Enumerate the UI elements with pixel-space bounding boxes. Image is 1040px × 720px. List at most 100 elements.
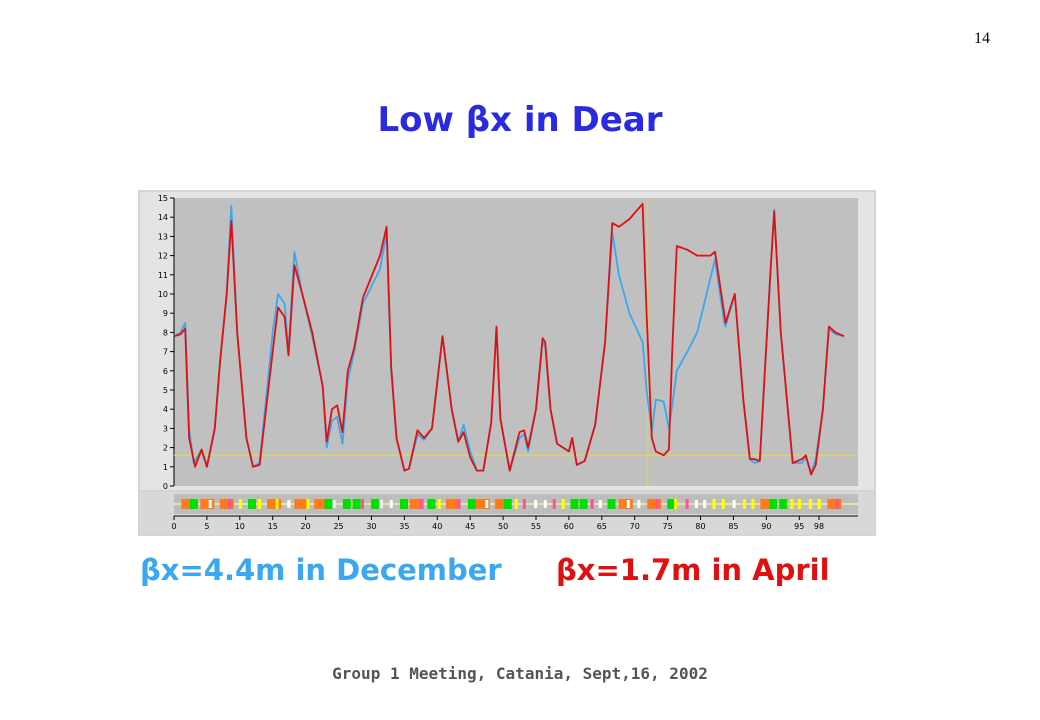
lattice-element (626, 500, 630, 508)
lattice-element (314, 499, 329, 509)
lattice-element (721, 499, 725, 509)
lattice-element (534, 500, 538, 508)
december-caption: βx=4.4m in December (140, 553, 502, 587)
lattice-element (419, 499, 423, 509)
lattice-element (543, 500, 547, 508)
lattice-element (760, 499, 775, 509)
x-tick-label: 45 (465, 522, 475, 531)
x-tick-label: 40 (432, 522, 442, 531)
lattice-element (181, 499, 196, 509)
lattice-element (590, 499, 594, 509)
lattice-element (570, 499, 579, 509)
lattice-element (342, 499, 351, 509)
lattice-element (743, 499, 747, 509)
lattice-element (607, 499, 616, 509)
y-tick-label: 8 (163, 328, 168, 337)
lattice-element (647, 499, 662, 509)
y-tick-label: 10 (158, 290, 168, 299)
y-tick-label: 2 (163, 444, 168, 453)
x-tick-label: 25 (333, 522, 343, 531)
x-tick-label: 5 (204, 522, 209, 531)
x-tick-label: 85 (728, 522, 738, 531)
lattice-element (247, 499, 256, 509)
y-tick-label: 9 (163, 309, 168, 318)
lattice-element (598, 500, 602, 508)
lattice-element (618, 499, 633, 509)
lattice-element (751, 499, 755, 509)
lattice-element (332, 500, 336, 508)
x-tick-label: 65 (597, 522, 607, 531)
x-tick-label: 20 (301, 522, 311, 531)
lattice-element (503, 499, 512, 509)
y-tick-label: 11 (158, 271, 168, 280)
x-tick-label: 55 (531, 522, 541, 531)
lattice-element (219, 499, 234, 509)
y-tick-label: 5 (163, 386, 168, 395)
x-tick-label: 95 (794, 522, 804, 531)
x-tick-label: 98 (814, 522, 824, 531)
lattice-element (475, 499, 490, 509)
lattice-element (228, 499, 232, 509)
y-tick-label: 1 (163, 463, 168, 472)
lattice-element (769, 499, 778, 509)
lattice-element (427, 499, 436, 509)
lattice-element (655, 499, 659, 509)
x-tick-label: 15 (268, 522, 278, 531)
lattice-element (446, 499, 461, 509)
y-tick-label: 14 (158, 213, 168, 222)
lattice-element (494, 499, 509, 509)
x-axis: 0 5 10 15 20 25 30 35 40 45 50 55 60 65 70 75 80 85 90 95 98 (171, 515, 858, 531)
lattice-element (579, 499, 588, 509)
y-tick-label: 7 (163, 348, 168, 357)
lattice-element (712, 499, 716, 509)
lattice-elements (181, 499, 842, 509)
lattice-element (399, 499, 408, 509)
lattice-element (790, 499, 794, 509)
lattice-element (200, 499, 215, 509)
lattice-element (637, 500, 641, 508)
lattice-element (703, 500, 707, 508)
lattice-element (522, 499, 526, 509)
x-tick-label: 30 (366, 522, 376, 531)
y-tick-label: 12 (158, 252, 168, 261)
lattice-element (667, 499, 676, 509)
x-tick-label: 0 (171, 522, 176, 531)
april-caption: βx=1.7m in April (556, 553, 830, 587)
lattice-element (732, 500, 736, 508)
y-tick-label: 4 (163, 405, 168, 414)
lattice-element (208, 500, 212, 508)
lattice-element (379, 500, 383, 508)
lattice-element (287, 500, 291, 508)
lattice-element (674, 499, 678, 509)
x-tick-label: 60 (564, 522, 574, 531)
x-tick-label: 80 (695, 522, 705, 531)
y-tick-label: 6 (163, 367, 168, 376)
footer: Group 1 Meeting, Catania, Sept,16, 2002 (332, 664, 708, 683)
lattice-element (409, 499, 424, 509)
y-tick-label: 0 (163, 482, 168, 491)
lattice-element (457, 499, 461, 509)
lattice-element (797, 499, 801, 509)
lattice-element (306, 499, 310, 509)
lattice-element (514, 499, 518, 509)
lattice-element (552, 499, 556, 509)
y-tick-label: 3 (163, 424, 168, 433)
y-tick-label: 13 (158, 232, 168, 241)
lattice-element (267, 499, 282, 509)
lattice-element (817, 499, 821, 509)
series-line-april (173, 202, 845, 476)
lattice-element (827, 499, 842, 509)
x-tick-label: 70 (630, 522, 640, 531)
lattice-element (467, 499, 476, 509)
lattice-element (352, 499, 361, 509)
lattice-element (371, 499, 380, 509)
lattice-element (779, 499, 788, 509)
lattice-element (238, 499, 242, 509)
x-tick-label: 35 (399, 522, 409, 531)
lattice-element (685, 499, 689, 509)
slide-title: Low βx in Dear (377, 100, 663, 140)
lattice-element (189, 499, 198, 509)
lattice-element (389, 500, 393, 508)
lattice-element (324, 499, 333, 509)
